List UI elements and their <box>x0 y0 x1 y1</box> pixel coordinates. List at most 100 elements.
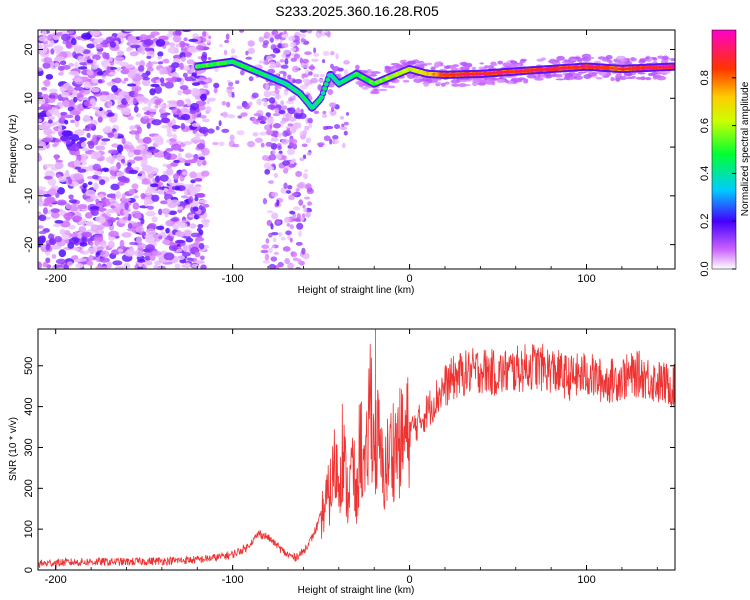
spectrogram-cell <box>117 248 124 253</box>
spectrogram-cell <box>121 137 126 145</box>
spectrogram-cell <box>286 128 291 133</box>
spectrogram-cell <box>413 76 423 80</box>
spectrogram-cell <box>59 60 67 66</box>
spectrogram-cell <box>107 240 115 249</box>
spectrogram-marks <box>38 30 675 269</box>
spectrogram-cell <box>369 91 380 95</box>
spectrogram-ytick-label: -10 <box>23 188 35 204</box>
spectrogram-cell <box>120 158 126 164</box>
spectrogram-cell <box>307 117 313 124</box>
spectrogram-cell <box>294 78 303 84</box>
spectrogram-cell <box>430 66 436 71</box>
spectrogram-cell <box>268 263 276 269</box>
spectrogram-cell <box>450 79 461 84</box>
spectrogram-cell <box>177 206 184 211</box>
spectrogram-cell <box>107 209 114 213</box>
spectrogram-cell <box>476 82 486 85</box>
spectrogram-cell <box>308 122 313 129</box>
spectrogram-cell <box>323 135 331 142</box>
spectrogram-cell <box>110 165 118 171</box>
spectrogram-cell <box>341 142 346 149</box>
spectrogram-cell <box>271 212 279 220</box>
spectrogram-cell <box>85 189 96 197</box>
spectrogram-cell <box>182 245 188 252</box>
spectrogram-cell <box>41 86 48 91</box>
spectrogram-cell <box>134 249 144 258</box>
spectrogram-cell <box>92 58 97 66</box>
spectrogram-cell <box>117 104 128 108</box>
spectrogram-cell <box>187 46 198 54</box>
spectrogram-cell <box>254 137 263 143</box>
spectrogram-cell <box>245 50 249 56</box>
spectrogram-cell <box>163 252 175 261</box>
spectrogram-cell <box>355 64 360 70</box>
spectrogram-cell <box>464 64 470 69</box>
spectrogram-cell <box>583 74 592 80</box>
spectrogram-cell <box>657 55 665 59</box>
spectrogram-cell <box>169 199 181 207</box>
spectrogram-cell <box>91 87 100 93</box>
spectrogram-cell <box>329 102 337 108</box>
spectrogram-cell <box>302 252 310 260</box>
spectrogram-cell <box>155 39 166 47</box>
spectrogram-cell <box>280 64 289 69</box>
spectrogram-cell <box>268 97 276 104</box>
spectrogram-cell <box>434 81 442 86</box>
spectrogram-cell <box>332 139 340 145</box>
spectrogram-cell <box>38 230 47 235</box>
spectrogram-cell <box>247 47 255 55</box>
spectrogram-cell <box>291 158 297 164</box>
spectrogram-cell <box>171 62 180 69</box>
spectrogram-cell <box>423 81 430 87</box>
spectrogram-cell <box>85 198 94 203</box>
spectrogram-cell <box>322 110 327 115</box>
spectrogram-cell <box>65 138 71 145</box>
spectrogram-cell <box>652 75 658 80</box>
spectrogram-cell <box>184 230 191 237</box>
spectrogram-cell <box>149 254 156 262</box>
spectrogram-cell <box>273 122 281 129</box>
spectrogram-cell <box>117 98 122 106</box>
spectrogram-cell <box>287 148 295 156</box>
spectrogram-cell <box>107 100 113 108</box>
spectrogram-cell <box>287 262 294 269</box>
spectrogram-cell <box>188 196 194 204</box>
spectrogram-cell <box>184 262 191 269</box>
spectrogram-cell <box>296 213 302 220</box>
spectrogram-cell <box>586 56 595 60</box>
spectrogram-cell <box>86 69 94 76</box>
spectrogram-cell <box>303 196 311 200</box>
spectrogram-cell <box>264 168 271 175</box>
spectrogram-cell <box>123 30 135 33</box>
spectrogram-cell <box>194 240 200 248</box>
spectrogram-cell <box>158 191 165 195</box>
spectrogram-cell <box>94 239 100 246</box>
spectrogram-cell <box>174 239 186 244</box>
spectrogram-cell <box>158 104 168 108</box>
spectrogram-cell <box>271 30 279 36</box>
spectrogram-cell <box>181 219 188 223</box>
spectrogram-cell <box>285 190 292 194</box>
spectrogram-cell <box>274 107 279 113</box>
spectrogram-cell <box>192 206 199 212</box>
spectrogram-cell <box>605 54 613 60</box>
spectrogram-cell <box>301 58 310 64</box>
spectrogram-cell <box>147 205 154 210</box>
spectrogram-cell <box>137 243 147 249</box>
spectrogram-xtick-label: -100 <box>222 273 244 285</box>
spectrogram-cell <box>45 73 54 80</box>
spectrogram-cell <box>132 202 140 210</box>
spectrogram-cell <box>208 35 212 40</box>
spectrogram-cell <box>85 221 90 226</box>
spectrogram-cell <box>198 204 204 210</box>
spectrogram-cell <box>291 65 300 73</box>
spectrogram-ylabel: Frequency (Hz) <box>8 115 19 184</box>
spectrogram-cell <box>280 100 284 106</box>
spectrogram-cell <box>78 137 87 142</box>
colorbar <box>711 29 737 270</box>
spectrogram-cell <box>64 169 70 176</box>
spectrogram-cell <box>165 227 170 234</box>
spectrogram-cell <box>131 183 139 190</box>
spectrogram-cell <box>221 128 230 133</box>
